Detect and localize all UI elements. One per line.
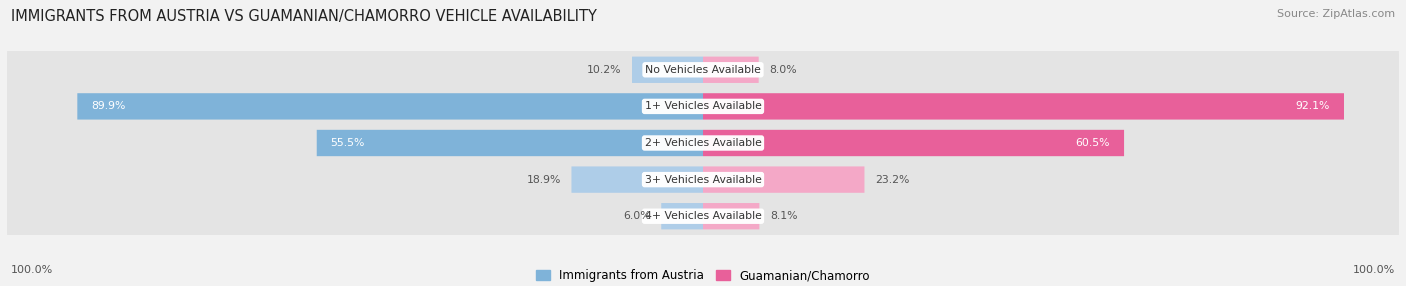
- FancyBboxPatch shape: [633, 57, 703, 83]
- FancyBboxPatch shape: [703, 57, 759, 83]
- Text: 1+ Vehicles Available: 1+ Vehicles Available: [644, 102, 762, 111]
- FancyBboxPatch shape: [703, 93, 1344, 120]
- Text: 2+ Vehicles Available: 2+ Vehicles Available: [644, 138, 762, 148]
- FancyBboxPatch shape: [7, 148, 1399, 211]
- Text: IMMIGRANTS FROM AUSTRIA VS GUAMANIAN/CHAMORRO VEHICLE AVAILABILITY: IMMIGRANTS FROM AUSTRIA VS GUAMANIAN/CHA…: [11, 9, 598, 23]
- Text: 60.5%: 60.5%: [1076, 138, 1111, 148]
- FancyBboxPatch shape: [661, 203, 703, 229]
- Text: No Vehicles Available: No Vehicles Available: [645, 65, 761, 75]
- Text: 89.9%: 89.9%: [91, 102, 125, 111]
- FancyBboxPatch shape: [7, 38, 1399, 101]
- Text: 10.2%: 10.2%: [588, 65, 621, 75]
- FancyBboxPatch shape: [7, 112, 1399, 174]
- FancyBboxPatch shape: [703, 203, 759, 229]
- Text: 92.1%: 92.1%: [1296, 102, 1330, 111]
- FancyBboxPatch shape: [7, 185, 1399, 248]
- Legend: Immigrants from Austria, Guamanian/Chamorro: Immigrants from Austria, Guamanian/Chamo…: [531, 265, 875, 286]
- FancyBboxPatch shape: [316, 130, 703, 156]
- Text: 8.1%: 8.1%: [770, 211, 797, 221]
- Text: 6.0%: 6.0%: [623, 211, 651, 221]
- FancyBboxPatch shape: [7, 75, 1399, 138]
- FancyBboxPatch shape: [703, 130, 1123, 156]
- FancyBboxPatch shape: [571, 166, 703, 193]
- Text: 18.9%: 18.9%: [527, 175, 561, 184]
- Text: Source: ZipAtlas.com: Source: ZipAtlas.com: [1277, 9, 1395, 19]
- Text: 8.0%: 8.0%: [769, 65, 797, 75]
- Text: 100.0%: 100.0%: [11, 265, 53, 275]
- Text: 23.2%: 23.2%: [875, 175, 910, 184]
- Text: 100.0%: 100.0%: [1353, 265, 1395, 275]
- Text: 4+ Vehicles Available: 4+ Vehicles Available: [644, 211, 762, 221]
- FancyBboxPatch shape: [77, 93, 703, 120]
- Text: 55.5%: 55.5%: [330, 138, 366, 148]
- Text: 3+ Vehicles Available: 3+ Vehicles Available: [644, 175, 762, 184]
- FancyBboxPatch shape: [703, 166, 865, 193]
